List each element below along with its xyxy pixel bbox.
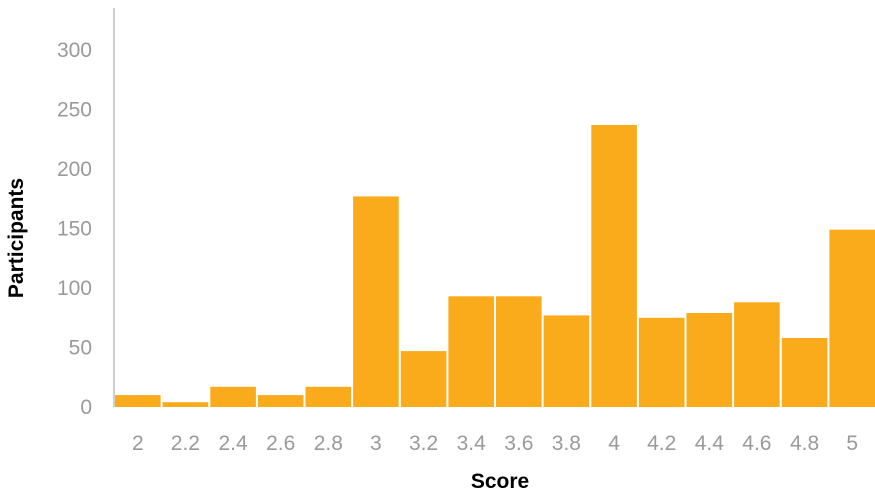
bar-3.6	[496, 296, 542, 407]
x-tick-label: 3.4	[457, 432, 487, 455]
x-tick-label: 3.6	[504, 432, 533, 455]
y-tick-label: 100	[57, 277, 92, 300]
y-tick-label: 150	[57, 218, 92, 241]
bar-3.2	[400, 351, 447, 407]
y-tick-labels: 0 50 100 150 200 250 300	[57, 39, 92, 419]
x-tick-label: 5	[846, 432, 858, 455]
y-tick-label: 200	[57, 158, 92, 181]
bar-3.4	[448, 296, 494, 407]
bar-4.4	[686, 313, 733, 407]
y-tick-label: 50	[69, 337, 92, 360]
bar-2.2	[162, 402, 209, 407]
x-tick-label: 3	[370, 432, 382, 455]
x-tick-label: 3.2	[409, 432, 438, 455]
bar-4	[591, 125, 637, 407]
x-tick-label: 2.2	[171, 432, 200, 455]
x-tick-label: 2.8	[314, 432, 343, 455]
x-tick-label: 2	[132, 432, 144, 455]
x-tick-label: 4.2	[647, 432, 676, 455]
x-tick-label: 4.8	[790, 432, 819, 455]
bar-4.2	[638, 317, 685, 408]
x-tick-label: 4.6	[742, 432, 771, 455]
x-tick-label: 2.6	[266, 432, 295, 455]
bar-4.8	[781, 338, 828, 407]
x-tick-labels: 2 2.2 2.4 2.6 2.8 3 3.2 3.4 3.6 3.8 4 4.2 4.4 4.6 4.8 5	[132, 432, 858, 455]
x-axis-title: Score	[471, 470, 529, 493]
bar-3.8	[543, 315, 590, 407]
y-tick-label: 0	[80, 396, 92, 419]
bars-group	[115, 125, 875, 408]
y-axis-title: Participants	[5, 178, 28, 298]
x-tick-label: 4.4	[695, 432, 725, 455]
bar-2.6	[257, 395, 304, 407]
x-tick-label: 3.8	[552, 432, 581, 455]
bar-2.4	[210, 386, 256, 407]
x-tick-label: 2.4	[218, 432, 248, 455]
y-tick-label: 250	[57, 99, 92, 122]
bar-2.8	[305, 386, 352, 407]
x-tick-label: 4	[608, 432, 620, 455]
bar-4.6	[734, 302, 780, 407]
bar-2	[115, 395, 161, 407]
y-tick-label: 300	[57, 39, 92, 62]
bar-5	[829, 229, 875, 407]
bar-3	[353, 196, 399, 407]
